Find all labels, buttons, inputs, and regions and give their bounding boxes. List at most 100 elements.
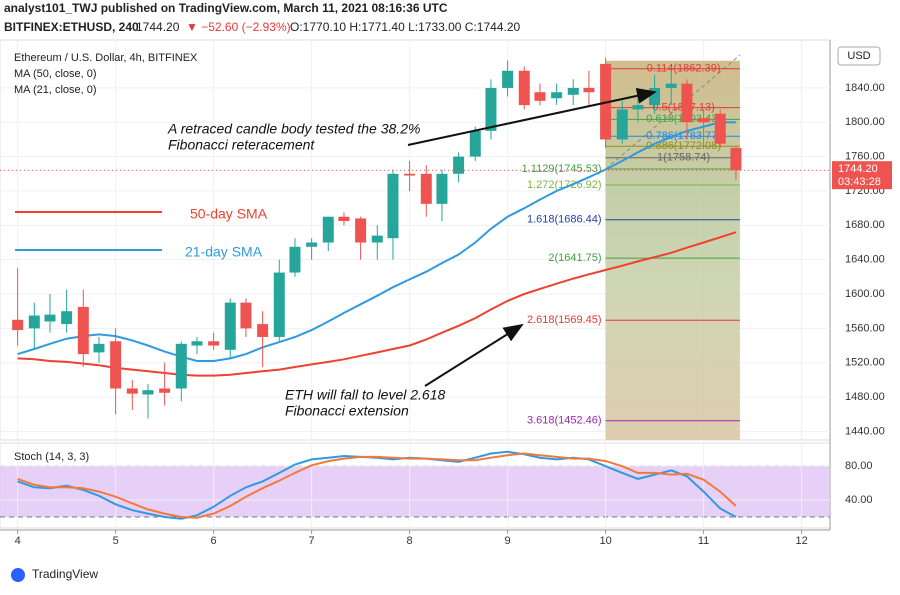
candle-body <box>61 311 73 325</box>
stoch-title: Stoch (14, 3, 3) <box>14 451 89 463</box>
fib-trend <box>605 54 741 170</box>
fib-label: 0.114(1862.39) <box>647 63 721 75</box>
ohlc: O:1770.10 H:1771.40 L:1733.00 C:1744.20 <box>290 20 521 34</box>
y-tick-label: 1440.00 <box>845 425 885 437</box>
x-tick-label: 4 <box>15 535 21 547</box>
candle-body <box>649 87 661 106</box>
candle-body <box>534 92 546 101</box>
candle-body <box>583 87 595 93</box>
currency-box[interactable] <box>837 46 881 66</box>
candle-body <box>28 315 40 329</box>
x-tick-label: 5 <box>113 535 119 547</box>
candle-body <box>665 83 677 88</box>
candle-body <box>616 109 628 140</box>
y-tick-label: 80.00 <box>845 460 873 472</box>
candle-body <box>632 105 644 110</box>
annotation: Fibonacci extension <box>285 403 409 419</box>
fib-label: 1.272(1726.92) <box>527 179 602 191</box>
line-series <box>17 121 736 362</box>
candle-body <box>93 343 105 353</box>
candle-body <box>387 173 399 239</box>
y-tick-label: 1760.00 <box>845 151 885 163</box>
candle-body <box>126 388 138 394</box>
candle-body <box>355 218 367 243</box>
candle-body <box>567 87 579 95</box>
candle-body <box>12 319 24 331</box>
y-tick-label: 1480.00 <box>845 391 885 403</box>
fib-label: 0.886(1772.08) <box>646 140 721 152</box>
candle-body <box>518 70 530 106</box>
fib-label: 3.618(1452.46) <box>527 415 602 427</box>
annotation: Fibonacci reteracement <box>168 137 315 153</box>
x-tick-label: 8 <box>407 535 413 547</box>
sma-label: 50-day SMA <box>190 206 268 222</box>
countdown: 03:43:28 <box>838 176 881 188</box>
annotation: A retraced candle body tested the 38.2% <box>167 121 420 137</box>
x-tick-label: 7 <box>309 535 315 547</box>
candle-body <box>698 117 710 123</box>
candle-body <box>371 235 383 243</box>
candle-body <box>208 341 220 346</box>
currency: USD <box>847 50 870 62</box>
y-tick-label: 1680.00 <box>845 219 885 231</box>
x-tick-label: 11 <box>698 535 709 547</box>
candle-body <box>159 388 171 393</box>
candle-body <box>257 324 269 337</box>
candle-body <box>110 341 122 389</box>
candle-body <box>273 272 285 337</box>
brand[interactable]: TradingView <box>32 567 98 581</box>
candle-body <box>681 83 693 123</box>
last-price-box <box>832 161 892 190</box>
candle-body <box>338 216 350 222</box>
fib-label: 1.618(1686.44) <box>527 214 602 226</box>
candle-body <box>322 216 334 243</box>
annotation: ETH will fall to level 2.618 <box>285 387 446 403</box>
candle-body <box>453 156 465 174</box>
fib-label: 1.1129(1745.53) <box>522 163 602 175</box>
line-series <box>17 452 737 519</box>
publisher: analyst101_TWJ published on TradingView.… <box>4 1 448 15</box>
last-price: 1744.20 <box>838 163 878 175</box>
y-tick-label: 1600.00 <box>845 288 885 300</box>
symbol: BITFINEX:ETHUSD, 240 <box>4 20 139 34</box>
stoch-band <box>0 466 830 517</box>
candle-body <box>240 302 252 329</box>
candle-body <box>175 343 187 389</box>
chart-title: Ethereum / U.S. Dollar, 4h, BITFINEX <box>14 52 198 64</box>
y-tick-label: 40.00 <box>845 494 873 506</box>
candle-body <box>224 302 236 350</box>
y-tick-label: 1520.00 <box>845 357 885 369</box>
candle-body <box>77 306 89 355</box>
line-series <box>17 231 737 377</box>
sma-label: 21-day SMA <box>185 244 263 260</box>
candle-body <box>191 341 203 346</box>
y-tick-label: 1560.00 <box>845 322 885 334</box>
candle-body <box>730 147 742 171</box>
legend-ma21: MA (21, close, 0) <box>14 84 97 96</box>
x-tick-label: 10 <box>599 535 611 547</box>
x-tick-label: 9 <box>505 535 511 547</box>
candle-body <box>469 130 481 157</box>
x-tick-label: 12 <box>795 535 807 547</box>
logo-icon <box>11 568 25 582</box>
y-tick-label: 1800.00 <box>845 116 885 128</box>
candle-body <box>44 314 56 322</box>
arrow <box>407 87 657 146</box>
candle-body <box>502 70 514 88</box>
y-tick-label: 1640.00 <box>845 254 885 266</box>
y-tick-label: 1840.00 <box>845 82 885 94</box>
candle-body <box>485 87 497 131</box>
arrow <box>424 323 524 387</box>
candle-body <box>551 92 563 99</box>
candle-body <box>436 173 448 204</box>
candle-body <box>420 173 432 204</box>
candle-body <box>142 390 154 395</box>
candle-body <box>404 173 416 176</box>
candle-body <box>714 113 726 144</box>
candle-body <box>306 242 318 247</box>
candle-body <box>289 246 301 273</box>
x-tick-label: 6 <box>211 535 217 547</box>
change: ▼ −52.60 (−2.93%) <box>186 20 291 34</box>
legend-ma50: MA (50, close, 0) <box>14 68 97 80</box>
